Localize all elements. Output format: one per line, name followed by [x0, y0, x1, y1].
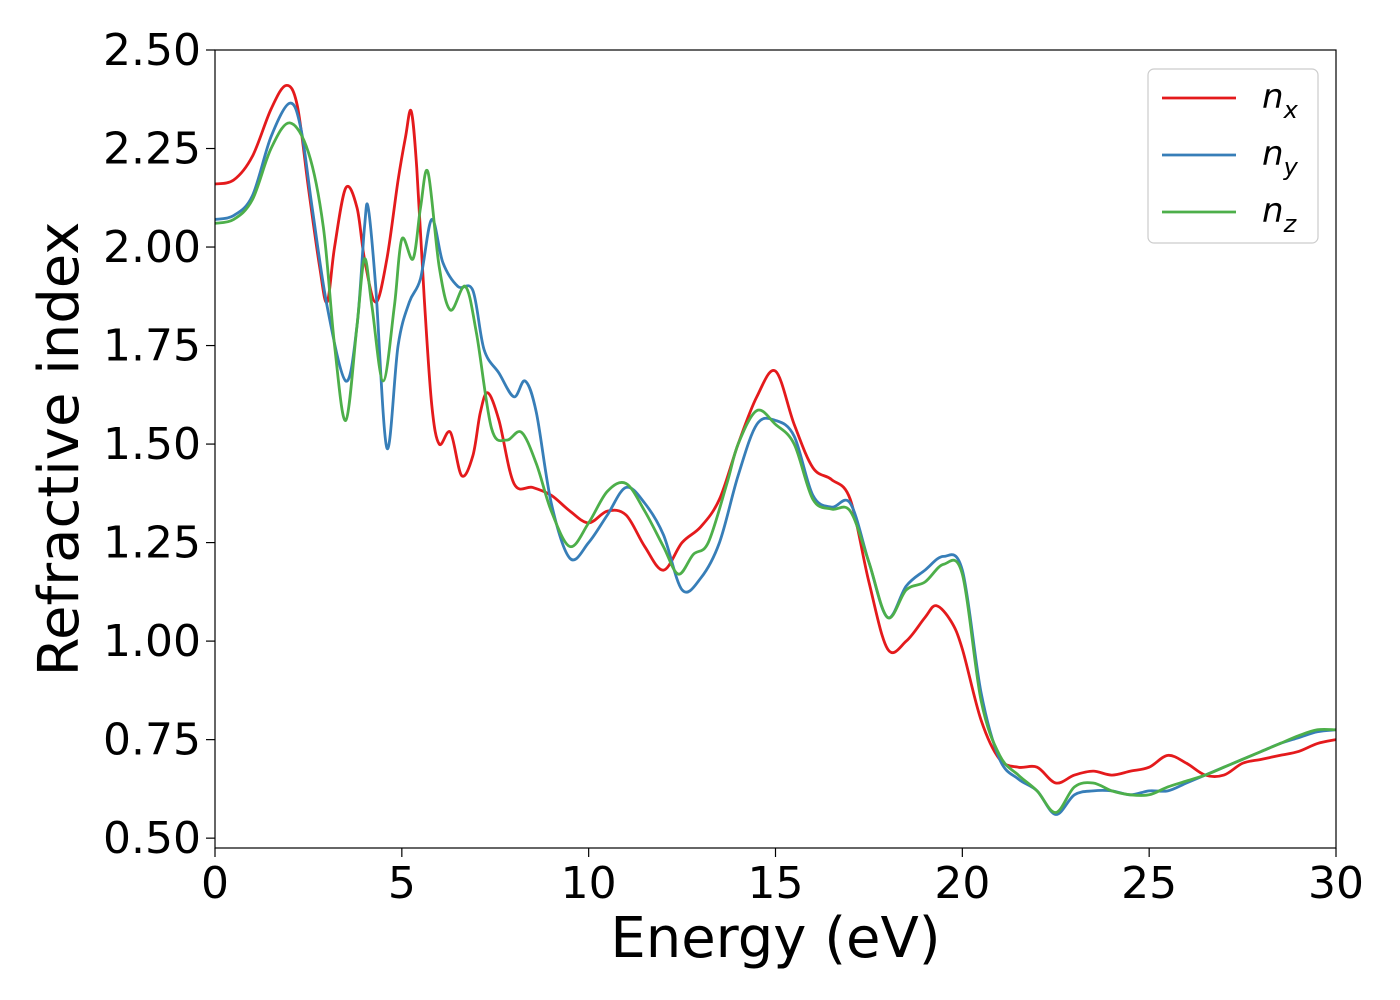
- y-tick-label: 0.75: [103, 715, 201, 766]
- y-axis-ticks: 0.50 0.75 1.00 1.25 1.50 1.75 2.00 2.25 2.50: [103, 25, 215, 864]
- y-tick-label: 0.50: [103, 813, 201, 864]
- x-tick-label: 15: [748, 858, 804, 909]
- x-axis-label: Energy (eV): [610, 906, 940, 971]
- x-tick-label: 20: [934, 858, 990, 909]
- y-tick-label: 2.50: [103, 25, 201, 76]
- x-axis-ticks: 0 5 10 15 20 25 30: [201, 848, 1364, 909]
- y-tick-label: 1.25: [103, 518, 201, 569]
- y-tick-label: 1.50: [103, 419, 201, 470]
- plot-area: [215, 84, 1336, 816]
- y-tick-label: 2.00: [103, 222, 201, 273]
- x-tick-label: 5: [388, 858, 416, 909]
- x-tick-label: 30: [1308, 858, 1364, 909]
- plot-frame: [214, 49, 1337, 849]
- x-tick-label: 25: [1121, 858, 1177, 909]
- series-line-nz: [215, 121, 1336, 814]
- y-tick-label: 2.25: [103, 124, 201, 175]
- y-axis-label: Refractive index: [27, 222, 92, 677]
- y-tick-label: 1.00: [103, 616, 201, 667]
- x-tick-label: 0: [201, 858, 229, 909]
- x-tick-label: 10: [561, 858, 617, 909]
- y-tick-label: 1.75: [103, 321, 201, 372]
